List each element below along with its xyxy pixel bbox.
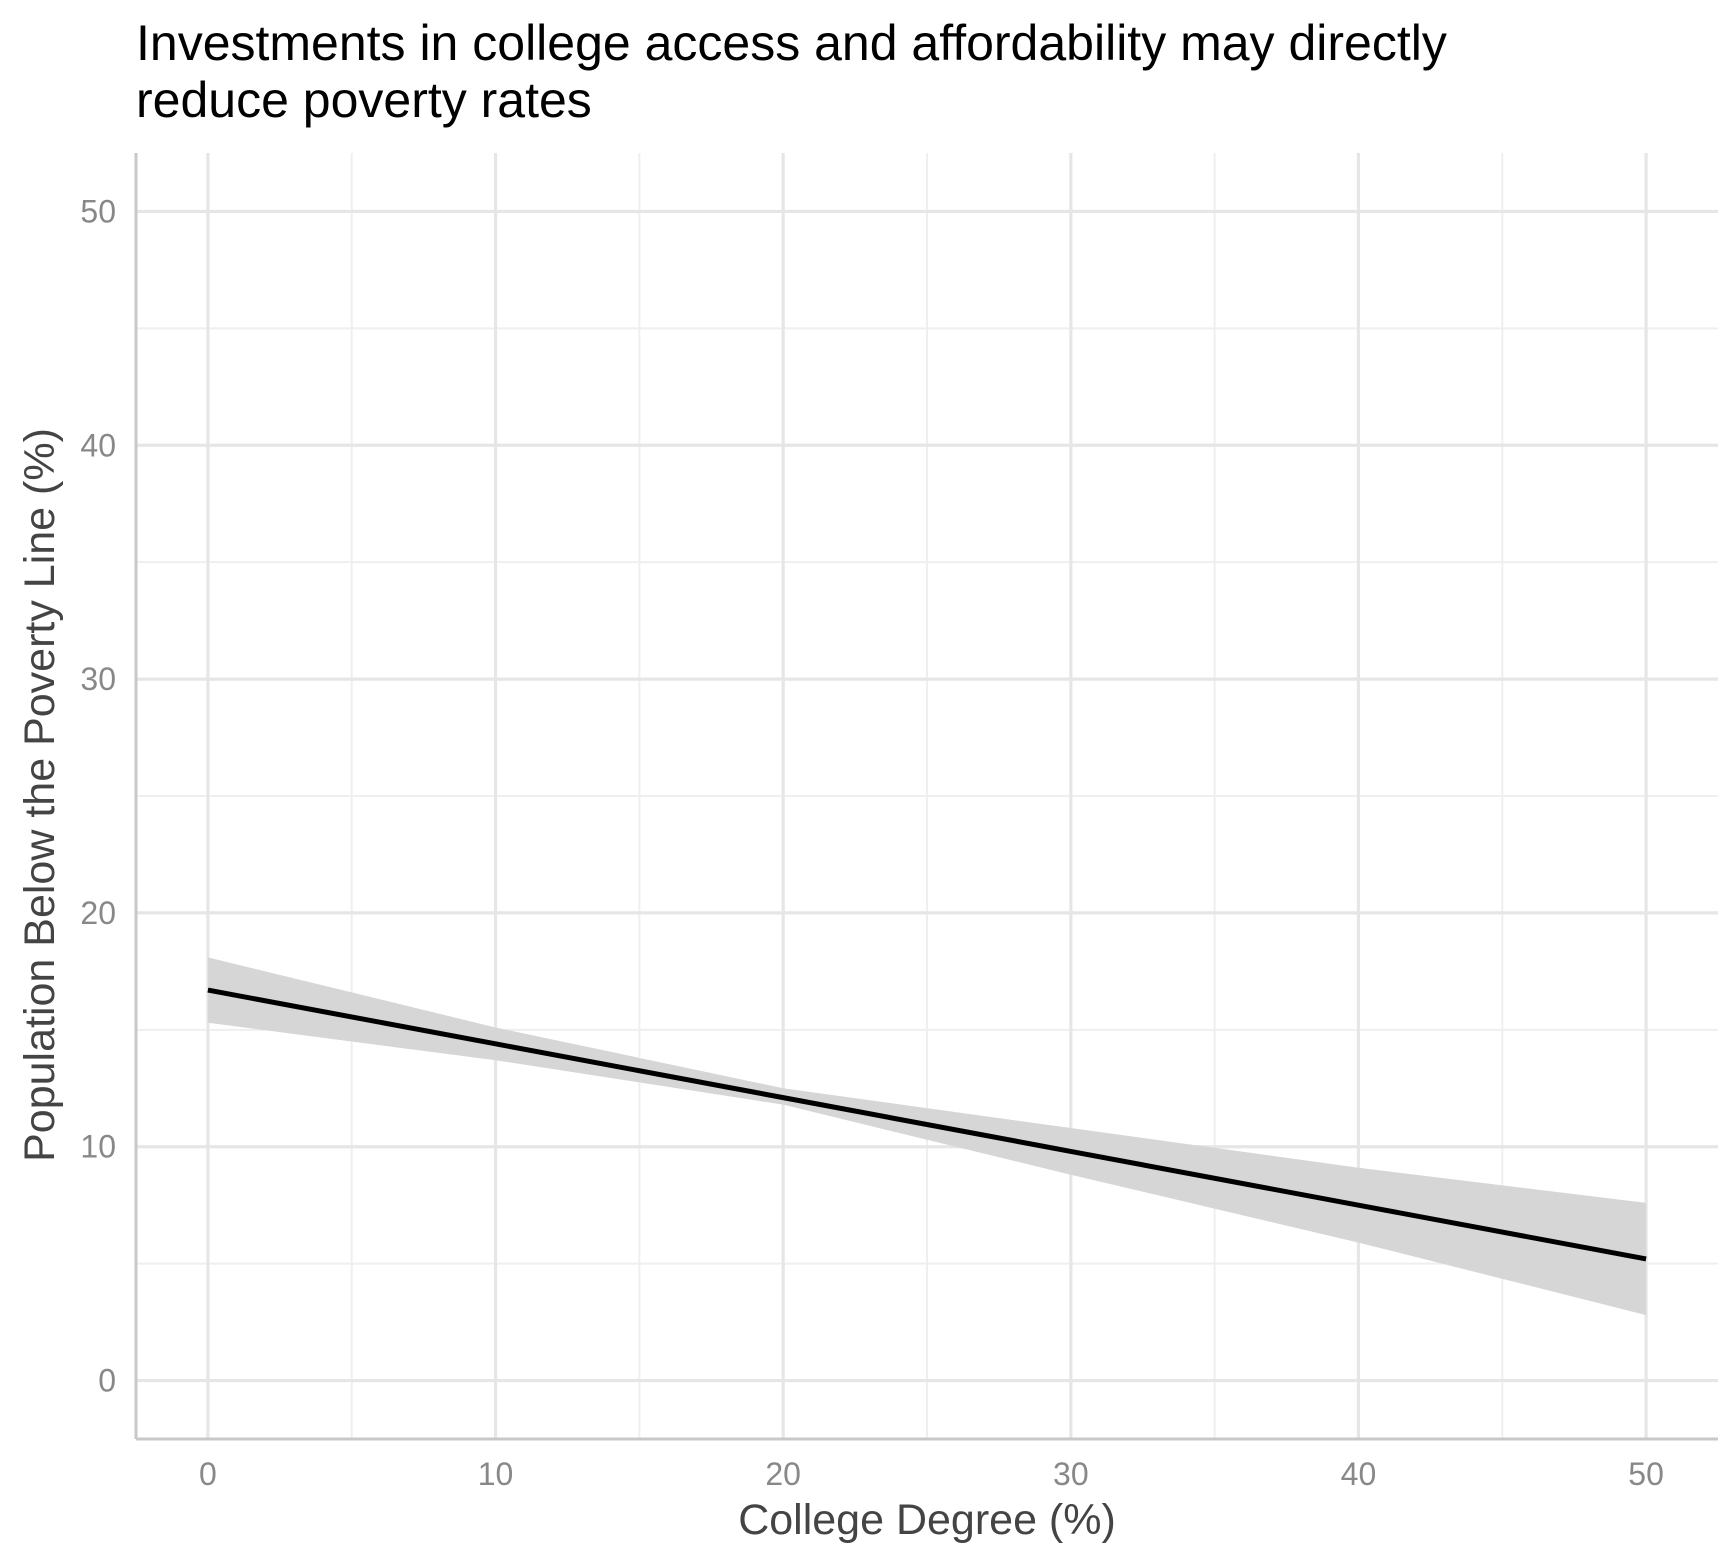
y-tick-label: 20 xyxy=(80,895,116,931)
major-gridlines xyxy=(136,153,1718,1439)
y-tick-label: 30 xyxy=(80,661,116,697)
x-tick-label: 0 xyxy=(199,1456,217,1492)
x-tick-label: 40 xyxy=(1341,1456,1377,1492)
x-tick-label: 50 xyxy=(1628,1456,1664,1492)
x-tick-label: 30 xyxy=(1053,1456,1089,1492)
chart-title-line-1: Investments in college access and afford… xyxy=(136,15,1447,71)
y-tick-label: 50 xyxy=(80,193,116,229)
y-axis-title: Population Below the Poverty Line (%) xyxy=(16,428,64,1162)
confidence-ribbon xyxy=(207,957,1647,1316)
y-tick-label: 0 xyxy=(98,1363,116,1399)
x-axis-title: College Degree (%) xyxy=(738,1496,1116,1544)
x-tick-label: 20 xyxy=(765,1456,801,1492)
confidence-ribbon-layer xyxy=(207,957,1647,1316)
chart-title-line-2: reduce poverty rates xyxy=(136,72,592,128)
x-tick-label: 10 xyxy=(478,1456,514,1492)
y-tick-labels: 0 10 20 30 40 50 xyxy=(80,193,116,1398)
y-tick-label: 40 xyxy=(80,427,116,463)
fit-line xyxy=(207,987,1647,1262)
fit-line-layer xyxy=(207,987,1647,1262)
y-tick-label: 10 xyxy=(80,1129,116,1165)
x-tick-labels: 0 10 20 30 40 50 xyxy=(199,1456,1664,1492)
